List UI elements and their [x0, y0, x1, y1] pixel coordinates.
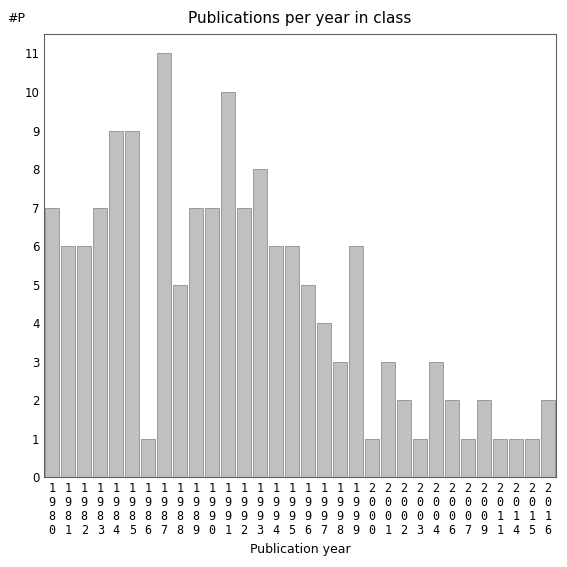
Y-axis label: #P: #P — [7, 12, 25, 26]
Bar — [285, 246, 299, 477]
Bar — [61, 246, 75, 477]
Bar — [45, 208, 59, 477]
Bar — [221, 92, 235, 477]
Bar — [333, 362, 347, 477]
Bar — [78, 246, 91, 477]
Bar — [509, 439, 523, 477]
Bar — [269, 246, 283, 477]
Bar — [365, 439, 379, 477]
X-axis label: Publication year: Publication year — [250, 543, 350, 556]
Bar — [158, 53, 171, 477]
Bar — [189, 208, 203, 477]
Title: Publications per year in class: Publications per year in class — [188, 11, 412, 26]
Bar — [141, 439, 155, 477]
Bar — [477, 400, 491, 477]
Bar — [109, 130, 123, 477]
Bar — [413, 439, 427, 477]
Bar — [205, 208, 219, 477]
Bar — [541, 400, 555, 477]
Bar — [493, 439, 507, 477]
Bar — [253, 169, 267, 477]
Bar — [445, 400, 459, 477]
Bar — [301, 285, 315, 477]
Bar — [525, 439, 539, 477]
Bar — [429, 362, 443, 477]
Bar — [238, 208, 251, 477]
Bar — [349, 246, 363, 477]
Bar — [381, 362, 395, 477]
Bar — [318, 323, 331, 477]
Bar — [397, 400, 411, 477]
Bar — [125, 130, 139, 477]
Bar — [94, 208, 107, 477]
Bar — [174, 285, 187, 477]
Bar — [461, 439, 475, 477]
